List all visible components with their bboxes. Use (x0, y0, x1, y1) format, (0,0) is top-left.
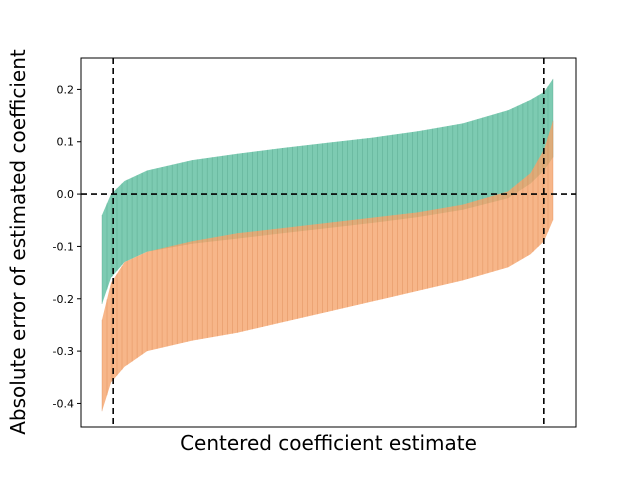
y-tick-label: -0.4 (53, 397, 74, 410)
y-axis-label: Absolute error of estimated coefficient (6, 49, 30, 435)
y-tick-label: -0.1 (53, 240, 74, 253)
plot-frame (80, 57, 577, 428)
y-tick-label: 0.2 (57, 83, 75, 96)
y-axis: -0.4 -0.3 -0.2 -0.1 0.0 0.1 0.2 (53, 83, 81, 410)
y-tick-label: 0.0 (57, 188, 75, 201)
y-tick-label: -0.3 (53, 345, 74, 358)
confidence-bands (101, 78, 554, 412)
x-axis-label: Centered coefficient estimate (180, 431, 477, 455)
y-tick-label: -0.2 (53, 293, 74, 306)
interval-lines-series-1 (101, 78, 554, 304)
interval-lines-series-2 (101, 120, 554, 412)
reference-lines (81, 58, 576, 427)
y-tick-label: 0.1 (57, 136, 75, 149)
